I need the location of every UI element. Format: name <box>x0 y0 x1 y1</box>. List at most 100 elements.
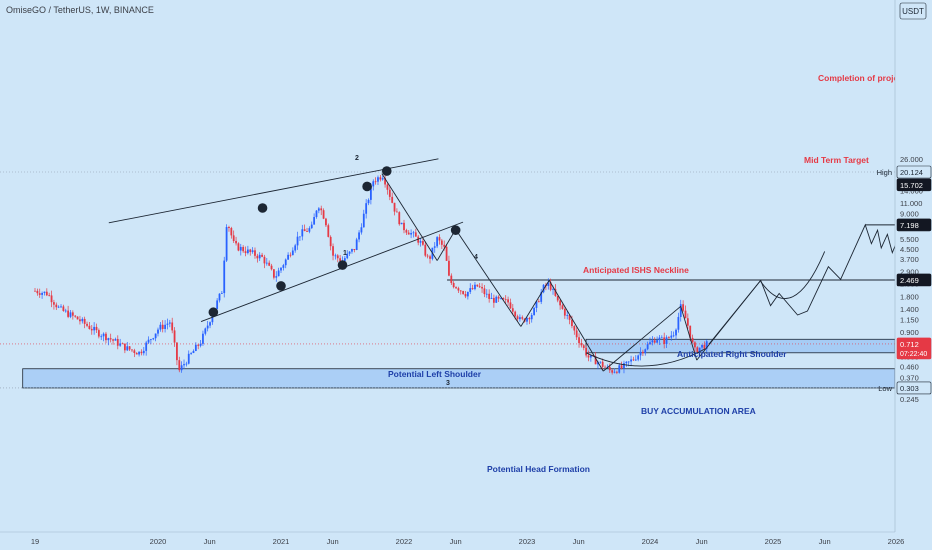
candle-down <box>578 337 580 344</box>
candle-down <box>79 319 81 322</box>
candle-up <box>485 293 488 295</box>
candle-up <box>291 250 294 256</box>
candle-up <box>102 333 105 337</box>
candle-up <box>168 322 171 324</box>
candle-up <box>209 322 211 326</box>
candle-up <box>547 282 550 287</box>
time-tick-label: 2023 <box>519 537 536 546</box>
candle-up <box>180 365 183 371</box>
candle-down <box>414 232 417 237</box>
time-tick-label: 19 <box>31 537 39 546</box>
candle-up <box>223 260 226 294</box>
candle-down <box>457 288 460 291</box>
candle-down <box>325 218 327 226</box>
candle-up <box>495 296 498 303</box>
candle-up <box>147 339 150 343</box>
candle-up <box>216 300 219 309</box>
candle-up <box>381 178 384 180</box>
candle-down <box>95 326 98 331</box>
candle-up <box>535 301 538 308</box>
candle-up <box>346 253 349 259</box>
candle-up <box>282 265 285 268</box>
candle-up <box>299 236 301 238</box>
candle-up <box>166 323 169 325</box>
price-tick-label: 11.000 <box>900 199 922 208</box>
candle-up <box>138 351 140 355</box>
candle-down <box>55 304 58 308</box>
candle-down <box>471 288 474 290</box>
annotation-buy-area: BUY ACCUMULATION AREA <box>641 406 756 416</box>
candle-down <box>232 235 235 241</box>
candle-up <box>317 208 320 211</box>
candle-up <box>159 324 162 330</box>
annotation-completion: Completion of proje <box>818 73 899 83</box>
candle-down <box>580 343 583 346</box>
candle-down <box>488 293 491 299</box>
candle-down <box>112 339 114 341</box>
candle-down <box>135 352 138 355</box>
candle-up <box>625 361 628 364</box>
candle-up <box>199 343 202 346</box>
candle-down <box>90 328 93 331</box>
candle-up <box>152 338 155 340</box>
candle-up <box>294 245 297 251</box>
candle-down <box>36 290 39 294</box>
candle-up <box>701 344 703 348</box>
candle-down <box>34 290 36 292</box>
price-tick-label: 1.400 <box>900 305 919 314</box>
candle-down <box>689 325 692 338</box>
pivot-dot-6 <box>337 260 348 270</box>
candle-down <box>86 323 88 326</box>
candle-up <box>41 292 43 295</box>
candle-up <box>126 346 129 351</box>
price-tag-value: 0.712 <box>900 340 919 349</box>
candle-up <box>192 350 195 353</box>
candle-down <box>443 244 446 247</box>
candle-up <box>308 228 311 232</box>
candle-up <box>284 259 287 266</box>
plot-background <box>0 0 895 532</box>
candle-up <box>64 310 67 312</box>
candle-down <box>587 355 590 358</box>
wave-line-4 <box>520 280 550 327</box>
candle-down <box>76 316 79 320</box>
candle-down <box>509 302 512 309</box>
candle-up <box>649 342 651 345</box>
currency-box[interactable] <box>899 2 927 20</box>
wave-label-2: 2 <box>355 155 359 162</box>
candle-down <box>388 189 391 197</box>
candle-down <box>682 304 685 311</box>
candle-down <box>374 181 377 183</box>
candle-up <box>362 213 365 228</box>
candle-up <box>644 349 647 354</box>
countdown-label: 07:22:40 <box>900 351 927 358</box>
wave-label-4: 4 <box>474 254 478 261</box>
candle-up <box>100 336 103 338</box>
candle-up <box>613 371 616 373</box>
candle-down <box>263 256 266 264</box>
candle-up <box>656 340 658 343</box>
candle-down <box>97 330 100 337</box>
candle-down <box>504 299 507 301</box>
candle-down <box>254 250 256 256</box>
time-tick-label: Jun <box>573 537 585 546</box>
candle-down <box>604 366 606 368</box>
candle-up <box>469 288 472 292</box>
candle-up <box>672 335 675 337</box>
candle-down <box>53 302 55 305</box>
candle-up <box>675 329 677 336</box>
projection-path <box>708 184 922 345</box>
candle-down <box>594 356 597 365</box>
candle-up <box>225 226 228 261</box>
candle-up <box>623 363 625 369</box>
candle-down <box>608 366 611 371</box>
candle-down <box>476 284 479 287</box>
candle-down <box>249 249 252 253</box>
candle-down <box>563 308 566 316</box>
candle-up <box>183 364 185 366</box>
candle-down <box>516 316 519 320</box>
candle-up <box>466 291 469 297</box>
candle-down <box>386 184 389 190</box>
candle-down <box>242 246 245 252</box>
